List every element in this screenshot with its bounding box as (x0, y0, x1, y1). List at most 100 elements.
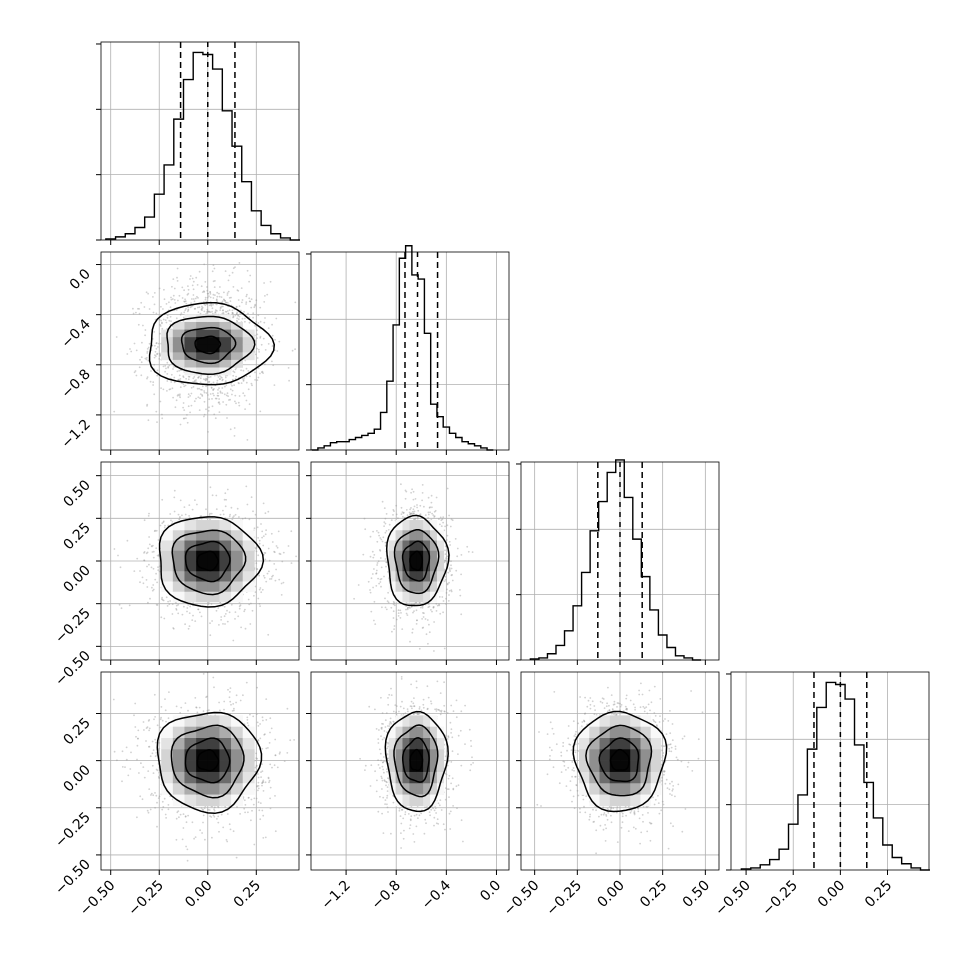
scatter-point (446, 582, 449, 585)
scatter-point (242, 369, 245, 372)
scatter-point (218, 387, 220, 389)
scatter-point (221, 376, 223, 379)
scatter-point (238, 262, 241, 264)
scatter-point (175, 317, 178, 320)
scatter-point (238, 605, 241, 608)
scatter-point (188, 612, 191, 614)
scatter-point (198, 270, 201, 273)
scatter-point (202, 710, 205, 713)
scatter-point (150, 794, 152, 796)
density-cell (184, 561, 197, 572)
scatter-point (233, 384, 236, 387)
scatter-point (217, 392, 219, 394)
panel-frame (730, 671, 930, 871)
scatter-point (252, 510, 254, 513)
density-cell (395, 581, 403, 593)
scatter-point (438, 603, 440, 606)
scatter-point (269, 280, 272, 283)
scatter-point (214, 280, 216, 282)
scatter-point (154, 578, 157, 581)
scatter-point (253, 594, 255, 597)
scatter-point (450, 564, 452, 567)
scatter-point (211, 270, 214, 273)
scatter-point (237, 382, 240, 384)
scatter-point (176, 811, 179, 814)
scatter-point (153, 363, 156, 366)
scatter-point (167, 365, 170, 368)
scatter-point (393, 628, 395, 630)
scatter-point (205, 377, 207, 380)
scatter-point (156, 421, 158, 423)
scatter-point (255, 562, 258, 565)
scatter-point (238, 382, 240, 385)
scatter-point (145, 552, 148, 555)
density-cell (231, 530, 244, 541)
scatter-point (144, 357, 147, 360)
scatter-point (229, 513, 232, 516)
scatter-point (238, 305, 241, 308)
scatter-point (218, 292, 220, 295)
scatter-point (214, 311, 217, 314)
scatter-point (258, 539, 261, 542)
scatter-point (148, 727, 151, 730)
scatter-point (392, 514, 394, 516)
scatter-point (210, 305, 213, 307)
scatter-point (245, 367, 248, 370)
scatter-point (411, 510, 414, 513)
scatter-point (270, 727, 273, 730)
scatter-point (197, 297, 199, 299)
scatter-point (244, 517, 247, 520)
hist-panel-1 (96, 41, 300, 245)
scatter-point (178, 394, 181, 397)
contour-line (148, 301, 276, 386)
panel-frame (310, 251, 510, 451)
scatter-point (190, 386, 193, 389)
scatter-point (412, 508, 415, 511)
scatter-point (262, 574, 265, 577)
scatter-point (216, 379, 219, 382)
scatter-point (159, 353, 162, 356)
scatter-point (384, 522, 387, 525)
density-cell (409, 540, 417, 552)
scatter-point (219, 391, 222, 394)
scatter-point (212, 389, 215, 391)
scatter-point (225, 301, 227, 304)
scatter-point (238, 395, 241, 397)
scatter-point (159, 323, 162, 326)
scatter-point (259, 320, 262, 323)
scatter-point (413, 610, 415, 612)
scatter-point (200, 388, 202, 391)
histogram-step (311, 245, 494, 451)
scatter-point (247, 598, 250, 601)
scatter-point (140, 374, 143, 377)
scatter-point (227, 395, 230, 397)
scatter-point (231, 271, 234, 274)
scatter-point (199, 611, 201, 614)
scatter-point (439, 516, 442, 519)
scatter-point (250, 306, 253, 309)
scatter-point (263, 282, 265, 284)
scatter-point (177, 299, 179, 302)
scatter-point (209, 634, 212, 637)
scatter-point (211, 310, 214, 313)
scatter-point (207, 310, 209, 313)
scatter-point (239, 813, 242, 815)
density-cell (219, 571, 232, 582)
scatter-point (149, 597, 151, 600)
scatter-point (218, 624, 220, 626)
scatter-point (231, 309, 234, 312)
scatter-point (171, 298, 174, 300)
scatter-point (234, 513, 237, 516)
scatter-point (235, 306, 238, 308)
density-cell (242, 337, 255, 346)
scatter-point (128, 604, 131, 607)
scatter-point (224, 623, 226, 625)
scatter-point (146, 565, 148, 568)
scatter-point (445, 603, 447, 605)
scatter-point (226, 292, 229, 294)
scatter-point (417, 509, 420, 512)
scatter-point (165, 321, 168, 324)
scatter-point (241, 377, 244, 380)
scatter-point (187, 627, 190, 630)
scatter-point (266, 572, 269, 575)
